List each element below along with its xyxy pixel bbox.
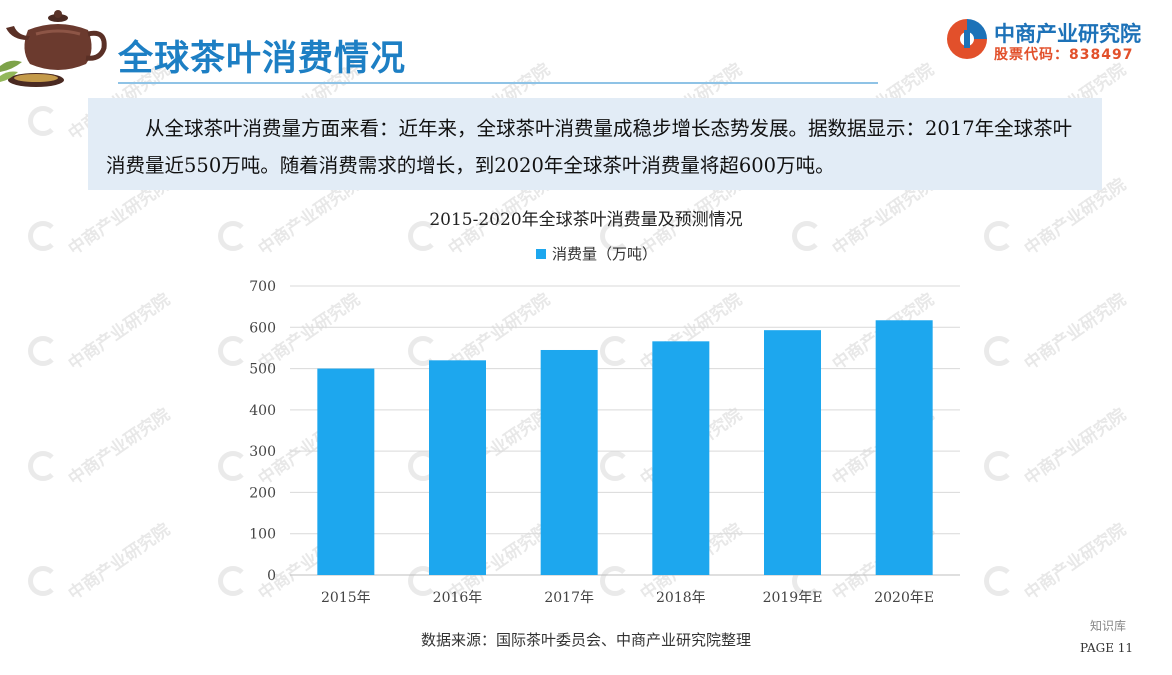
y-tick-label: 400 bbox=[249, 403, 276, 419]
y-tick-label: 0 bbox=[267, 568, 276, 584]
chart-legend: 消费量（万吨） bbox=[536, 243, 657, 264]
x-tick-label: 2019年E bbox=[763, 590, 823, 606]
x-tick-label: 2015年 bbox=[321, 590, 371, 606]
y-tick-label: 200 bbox=[249, 485, 276, 501]
x-tick-label: 2017年 bbox=[544, 590, 594, 606]
bar bbox=[540, 349, 598, 575]
legend-label: 消费量（万吨） bbox=[552, 245, 658, 263]
summary-box: 从全球茶叶消费量方面来看：近年来，全球茶叶消费量成稳步增长态势发展。据数据显示：… bbox=[88, 98, 1102, 190]
bar bbox=[317, 368, 375, 575]
bar bbox=[652, 341, 710, 575]
page-number: PAGE 11 bbox=[1080, 641, 1134, 655]
data-source: 数据来源：国际茶叶委员会、中商产业研究院整理 bbox=[420, 631, 751, 649]
page-title: 全球茶叶消费情况 bbox=[118, 39, 407, 79]
bar bbox=[429, 360, 486, 575]
title-divider bbox=[118, 82, 878, 84]
wechat-watermark: 知识库 bbox=[1090, 619, 1127, 633]
bar bbox=[875, 320, 933, 575]
logo-stock-code: 股票代码：838497 bbox=[994, 47, 1134, 63]
x-tick-label: 2016年 bbox=[433, 590, 483, 606]
summary-text: 从全球茶叶消费量方面来看：近年来，全球茶叶消费量成稳步增长态势发展。据数据显示：… bbox=[106, 117, 1073, 177]
teapot-icon bbox=[0, 10, 107, 87]
company-logo: 中商产业研究院 股票代码：838497 bbox=[944, 16, 1164, 64]
y-tick-label: 100 bbox=[249, 527, 276, 543]
y-tick-label: 300 bbox=[249, 444, 276, 460]
x-tick-label: 2020年E bbox=[874, 590, 934, 606]
legend-swatch bbox=[536, 249, 546, 259]
bar bbox=[764, 330, 821, 575]
logo-mark-icon bbox=[947, 19, 987, 59]
logo-name: 中商产业研究院 bbox=[994, 22, 1141, 46]
x-tick-label: 2018年 bbox=[656, 590, 706, 606]
chart-title: 2015-2020年全球茶叶消费量及预测情况 bbox=[429, 210, 743, 230]
y-tick-label: 700 bbox=[249, 279, 276, 295]
y-tick-label: 600 bbox=[249, 320, 276, 336]
y-tick-label: 500 bbox=[249, 362, 276, 378]
